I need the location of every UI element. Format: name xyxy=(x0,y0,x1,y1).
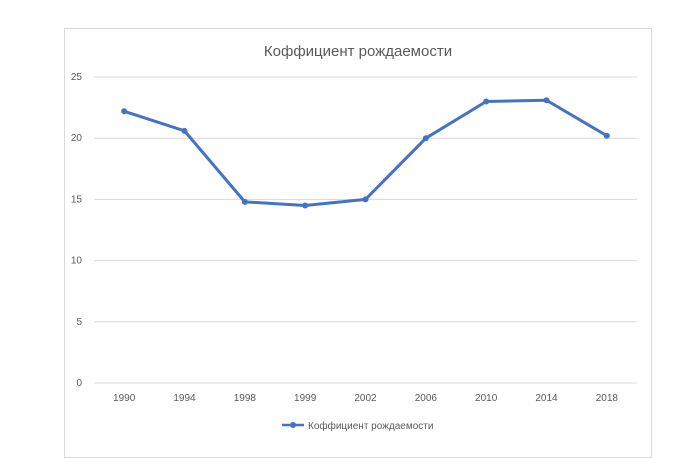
data-point xyxy=(362,196,369,203)
y-tick-label: 0 xyxy=(76,378,82,389)
x-tick-label: 2018 xyxy=(596,393,619,404)
y-tick-label: 20 xyxy=(71,133,83,144)
data-point xyxy=(603,132,610,139)
data-point xyxy=(241,198,248,205)
x-tick-label: 1998 xyxy=(234,393,257,404)
y-tick-label: 15 xyxy=(71,194,83,205)
gridlines xyxy=(94,76,637,384)
chart-area xyxy=(64,28,652,458)
x-tick-label: 1994 xyxy=(173,393,196,404)
data-point xyxy=(121,108,128,115)
x-tick-label: 1990 xyxy=(113,393,136,404)
y-axis: 0 5 10 15 20 25 xyxy=(71,72,83,389)
x-tick-label: 2006 xyxy=(415,393,438,404)
x-tick-label: 1999 xyxy=(294,393,317,404)
data-point xyxy=(543,97,550,104)
x-tick-label: 2002 xyxy=(354,393,377,404)
x-axis: 1990 1994 1998 1999 2002 2006 2010 2014 2018 xyxy=(113,393,618,404)
y-tick-label: 10 xyxy=(71,256,83,267)
legend-point-marker xyxy=(290,422,296,428)
y-tick-label: 25 xyxy=(71,72,83,83)
data-point xyxy=(181,127,188,134)
series-layer xyxy=(121,97,610,209)
data-point xyxy=(422,135,429,142)
legend: Коффициент рождаемости xyxy=(282,420,433,432)
data-point xyxy=(302,202,309,209)
data-point xyxy=(483,98,490,105)
chart-title: Коффициент рождаемости xyxy=(264,43,452,60)
series-line xyxy=(123,98,608,208)
x-tick-label: 2010 xyxy=(475,393,498,404)
x-tick-label: 2014 xyxy=(535,393,558,404)
y-tick-label: 5 xyxy=(76,317,82,328)
legend-entry-label: Коффициент рождаемости xyxy=(308,420,433,432)
